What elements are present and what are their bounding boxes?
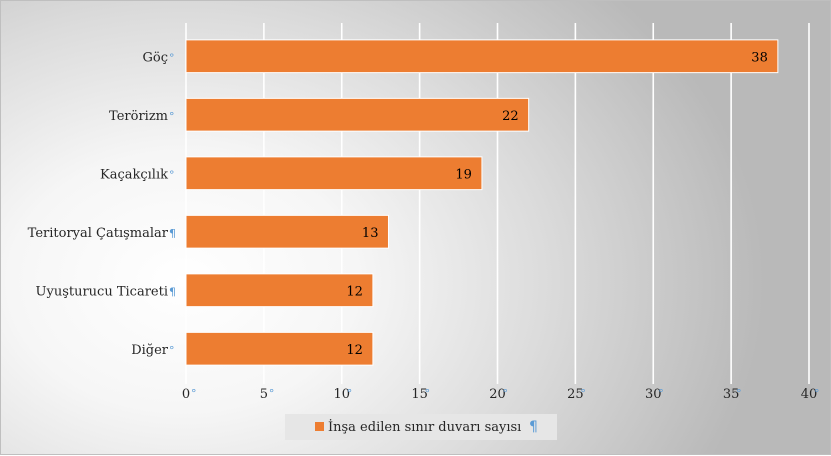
x-tick-label: 0 [182, 387, 190, 402]
x-tick-label: 40 [801, 387, 818, 402]
format-mark: ° [503, 387, 509, 400]
data-label: 12 [346, 343, 363, 358]
data-label: 22 [502, 109, 519, 124]
format-mark: ° [814, 387, 820, 400]
bar [185, 97, 530, 132]
x-tick-label: 15 [411, 387, 428, 402]
bars: 38 22 19 13 12 12 [185, 39, 779, 366]
bar [185, 39, 779, 74]
category-label: Terörizm [109, 109, 168, 124]
format-mark: ° [269, 387, 275, 400]
x-tick-label: 30 [645, 387, 662, 402]
bar [185, 331, 374, 366]
x-tick-label: 25 [567, 387, 584, 402]
pilcrow-mark: ° [169, 110, 175, 123]
pilcrow-mark: ° [169, 168, 175, 181]
format-mark: ° [580, 387, 586, 400]
category-labels: Göç °Terörizm °Kaçakçılık °Teritoryal Çatış… [28, 50, 176, 358]
pilcrow-mark: ¶ [169, 285, 176, 298]
x-tick-label: 5 [260, 387, 268, 402]
bar [185, 214, 389, 249]
category-label: Diğer [131, 343, 169, 358]
format-mark: ° [191, 387, 197, 400]
pilcrow-mark: ° [169, 344, 175, 357]
format-mark: ° [425, 387, 431, 400]
x-tick-label: 35 [723, 387, 740, 402]
legend-box [285, 414, 557, 440]
data-label: 13 [362, 226, 379, 241]
legend: İnşa edilen sınır duvarı sayısı ¶ [285, 414, 557, 440]
category-label: Göç [143, 50, 169, 65]
data-label: 12 [346, 284, 363, 299]
bar [185, 156, 483, 191]
legend-swatch [315, 422, 324, 431]
data-label: 38 [751, 50, 768, 65]
x-axis-ticks: 0 ° 5 ° 10° 15° 20° 25° 30° 35° 40° [182, 387, 820, 402]
category-label: Teritoryal Çatışmalar [28, 226, 169, 241]
format-mark: ° [736, 387, 742, 400]
x-tick-label: 20 [489, 387, 506, 402]
pilcrow-mark: ¶ [169, 227, 176, 240]
format-mark: ° [347, 387, 353, 400]
pilcrow-mark: ¶ [529, 419, 538, 435]
pilcrow-mark: ° [169, 51, 175, 64]
format-mark: ° [658, 387, 664, 400]
legend-label: İnşa edilen sınır duvarı sayısı [328, 418, 521, 435]
gridlines [185, 23, 810, 384]
data-label: 19 [455, 167, 472, 182]
category-label: Uyuşturucu Ticareti [36, 284, 168, 299]
category-label: Kaçakçılık [100, 167, 168, 182]
x-tick-label: 10 [333, 387, 350, 402]
bar [185, 273, 374, 308]
